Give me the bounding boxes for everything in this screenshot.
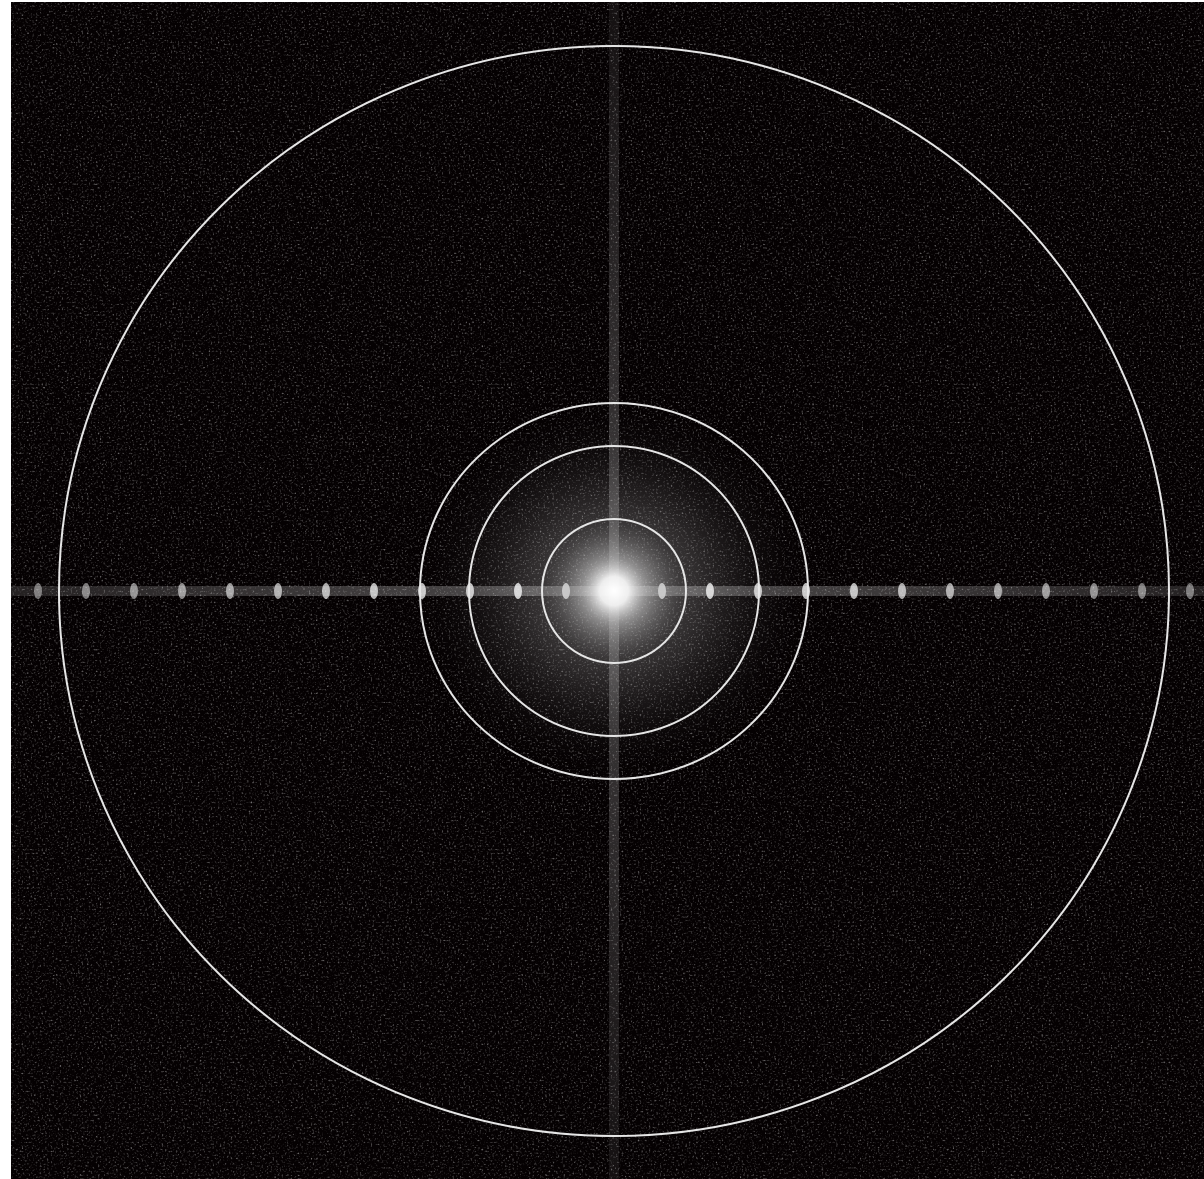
ring-2 [468,445,760,737]
ring-overlay [58,45,1170,1137]
harmonic-dot [850,583,858,599]
ring-1 [541,518,687,664]
harmonic-dot [274,583,282,599]
harmonic-dot [1042,583,1050,599]
harmonic-dot [994,583,1002,599]
harmonic-dot [226,583,234,599]
harmonic-dot [370,583,378,599]
harmonic-dot [1138,583,1146,599]
ring-4 [58,45,1170,1137]
harmonic-dot [946,583,954,599]
harmonic-dot [1090,583,1098,599]
ring-3 [419,402,809,780]
core-glow [534,511,694,671]
spectrum-image [11,2,1204,1179]
harmonic-dot [82,583,90,599]
harmonic-dot [178,583,186,599]
harmonic-dot [34,583,42,599]
harmonic-dot [130,583,138,599]
harmonic-dot [898,583,906,599]
harmonic-dot [1186,583,1194,599]
harmonic-dot [322,583,330,599]
